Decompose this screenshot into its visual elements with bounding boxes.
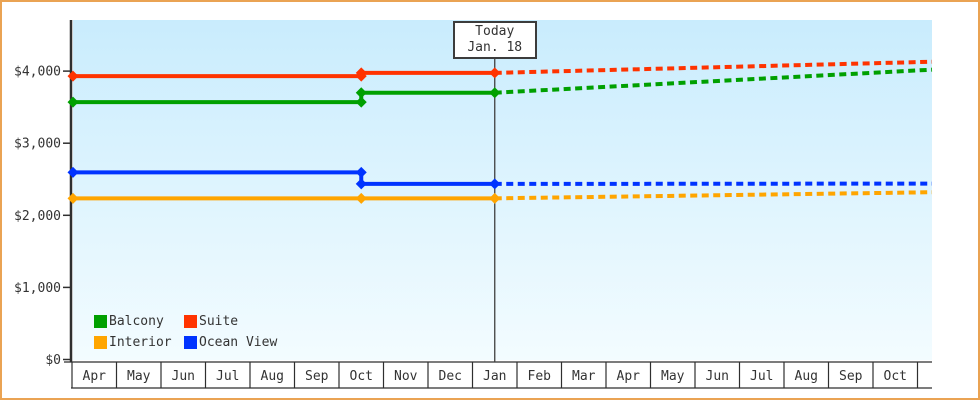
- legend-swatch-ocean-view: [184, 336, 197, 349]
- x-tick-label: Jun: [706, 369, 729, 384]
- series-line-ocean-view: [73, 170, 495, 186]
- x-tick-label: Aug: [261, 369, 284, 384]
- y-tick-label: $3,000: [14, 137, 61, 152]
- series-forecast-balcony: [494, 67, 933, 95]
- data-point-marker-ocean-view: [355, 178, 367, 190]
- x-tick-label: Sep: [305, 369, 329, 384]
- legend-item-ocean-view: Ocean View: [184, 335, 277, 350]
- x-tick-label: Aug: [795, 369, 818, 384]
- today-annotation-line2: Jan. 18: [467, 40, 523, 55]
- legend-item-interior: Interior: [94, 335, 184, 350]
- x-tick-label: Mar: [572, 369, 596, 384]
- x-tick-label: Oct: [350, 369, 373, 384]
- x-tick-label: May: [127, 369, 151, 384]
- data-point-marker-suite: [67, 70, 79, 82]
- data-point-marker-suite: [489, 67, 501, 79]
- x-tick-label: Sep: [839, 369, 863, 384]
- x-tick-label: Apr: [83, 369, 107, 384]
- data-point-marker-balcony: [355, 87, 367, 99]
- x-tick-label: Jul: [750, 369, 773, 384]
- y-tick-label: $0: [45, 353, 61, 368]
- x-tick-label: Dec: [439, 369, 462, 384]
- data-point-marker-balcony: [355, 96, 367, 108]
- x-tick-label: Jan: [483, 369, 506, 384]
- data-point-marker-ocean-view: [67, 166, 79, 178]
- x-tick-label: Jul: [216, 369, 239, 384]
- data-point-marker-interior: [355, 192, 367, 204]
- series-forecast-interior: [494, 190, 933, 201]
- legend-label: Suite: [199, 314, 239, 329]
- legend-swatch-balcony: [94, 315, 107, 328]
- data-point-marker-ocean-view: [355, 166, 367, 178]
- x-tick-label: Oct: [884, 369, 907, 384]
- legend-label: Balcony: [109, 314, 164, 329]
- data-point-marker-balcony: [489, 87, 501, 99]
- today-annotation: Today Jan. 18: [452, 21, 537, 59]
- data-point-marker-interior: [67, 192, 79, 204]
- data-point-marker-balcony: [67, 96, 79, 108]
- x-tick-label: Nov: [394, 369, 418, 384]
- data-point-marker-interior: [489, 192, 501, 204]
- y-tick-label: $1,000: [14, 281, 61, 296]
- data-point-marker-ocean-view: [489, 178, 501, 190]
- legend-label: Ocean View: [199, 335, 278, 350]
- today-annotation-line1: Today: [475, 24, 515, 39]
- legend-item-suite: Suite: [184, 314, 277, 329]
- plot-area: [73, 20, 932, 360]
- legend: Balcony Suite Interior Ocean View: [94, 314, 277, 350]
- x-tick-label: Jun: [172, 369, 195, 384]
- x-tick-label: May: [661, 369, 685, 384]
- y-tick-label: $2,000: [14, 209, 61, 224]
- x-tick-label: Feb: [528, 369, 552, 384]
- x-tick-label: Apr: [617, 369, 641, 384]
- legend-swatch-suite: [184, 315, 197, 328]
- series-forecast-suite: [494, 59, 933, 75]
- legend-label: Interior: [109, 335, 172, 350]
- y-tick-label: $4,000: [14, 65, 61, 80]
- data-point-marker-suite: [355, 67, 367, 79]
- legend-item-balcony: Balcony: [94, 314, 184, 329]
- legend-swatch-interior: [94, 336, 107, 349]
